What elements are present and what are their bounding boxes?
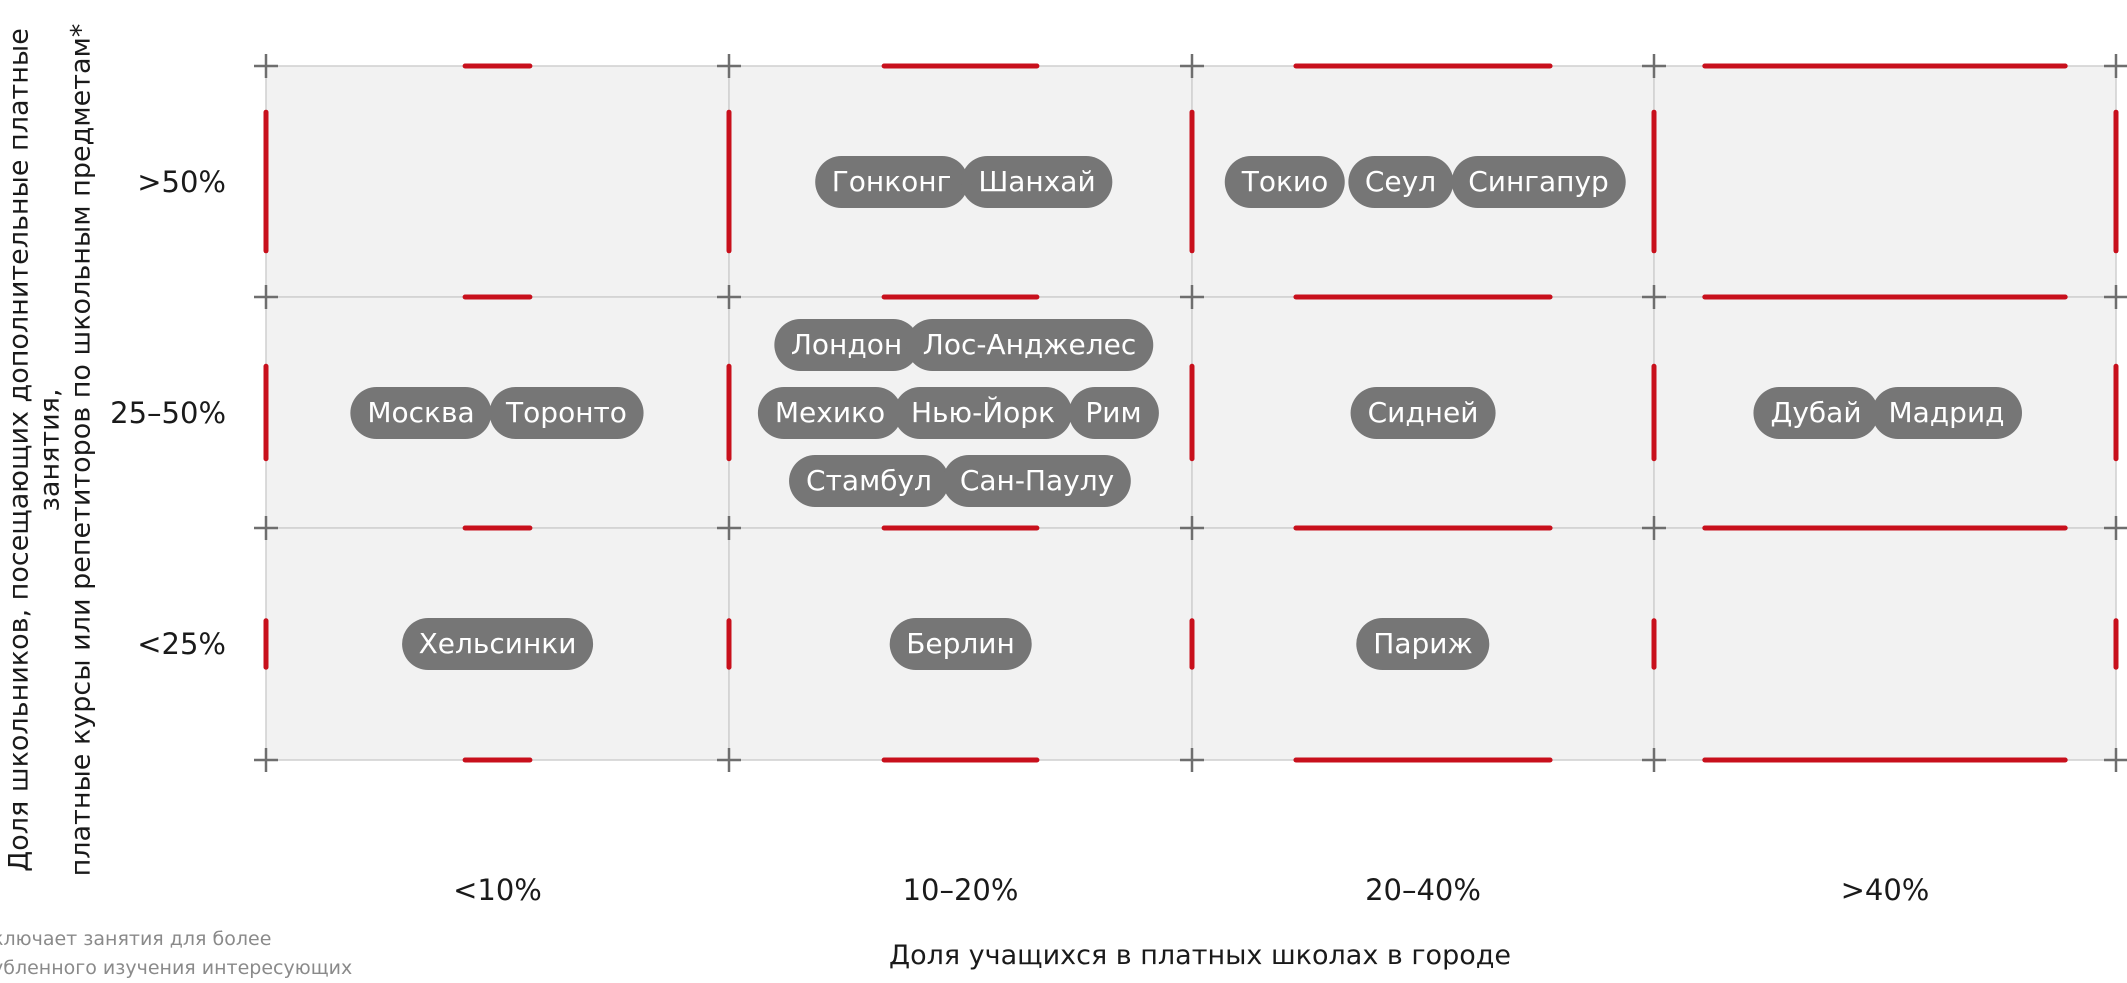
- x-tick-label: 20–40%: [1365, 873, 1481, 907]
- city-pill: Сингапур: [1451, 155, 1626, 208]
- city-pill: Мехико: [757, 386, 903, 439]
- city-pill: Париж: [1356, 618, 1490, 670]
- y-axis-label-wrap: Доля школьников, посещающих дополнительн…: [4, 0, 97, 900]
- x-tick-label: 10–20%: [902, 873, 1019, 907]
- city-pill: Шанхай: [961, 155, 1113, 208]
- x-tick-label: >40%: [1840, 873, 1930, 907]
- city-pill: Сидней: [1350, 386, 1496, 439]
- cell-0-3: [1653, 65, 2117, 298]
- city-pill: Сан-Паулу: [942, 454, 1132, 507]
- x-tick-label: <10%: [453, 873, 542, 907]
- y-tick-label: >50%: [137, 164, 226, 199]
- footnote: ключает занятия для более убленного изуч…: [0, 925, 392, 983]
- footnote-text: ключает занятия для более убленного изуч…: [0, 928, 353, 979]
- cell-2-3: [1653, 527, 2117, 761]
- city-pill: Токио: [1224, 155, 1346, 208]
- city-pill: Берлин: [889, 618, 1032, 670]
- y-tick-label: 25–50%: [110, 395, 226, 430]
- city-pill: Дубай: [1753, 386, 1879, 439]
- city-pill: Торонто: [489, 386, 644, 439]
- city-pill: Гонконг: [814, 155, 969, 208]
- y-axis-label: Доля школьников, посещающих дополнительн…: [3, 23, 97, 877]
- city-pill: Рим: [1068, 386, 1159, 439]
- city-pill: Лос-Анджелес: [905, 318, 1154, 371]
- y-tick-label: <25%: [137, 627, 226, 661]
- city-pill: Хельсинки: [401, 618, 594, 670]
- city-pill: Лондон: [773, 318, 920, 371]
- city-pill: Нью-Йорк: [894, 386, 1072, 439]
- x-axis-label: Доля учащихся в платных школах в городе: [888, 940, 1512, 971]
- city-pill: Стамбул: [789, 454, 949, 507]
- city-pill: Сеул: [1347, 155, 1454, 208]
- cell-0-0: [265, 65, 730, 298]
- city-pill: Москва: [350, 386, 492, 439]
- city-pill: Мадрид: [1871, 386, 2022, 439]
